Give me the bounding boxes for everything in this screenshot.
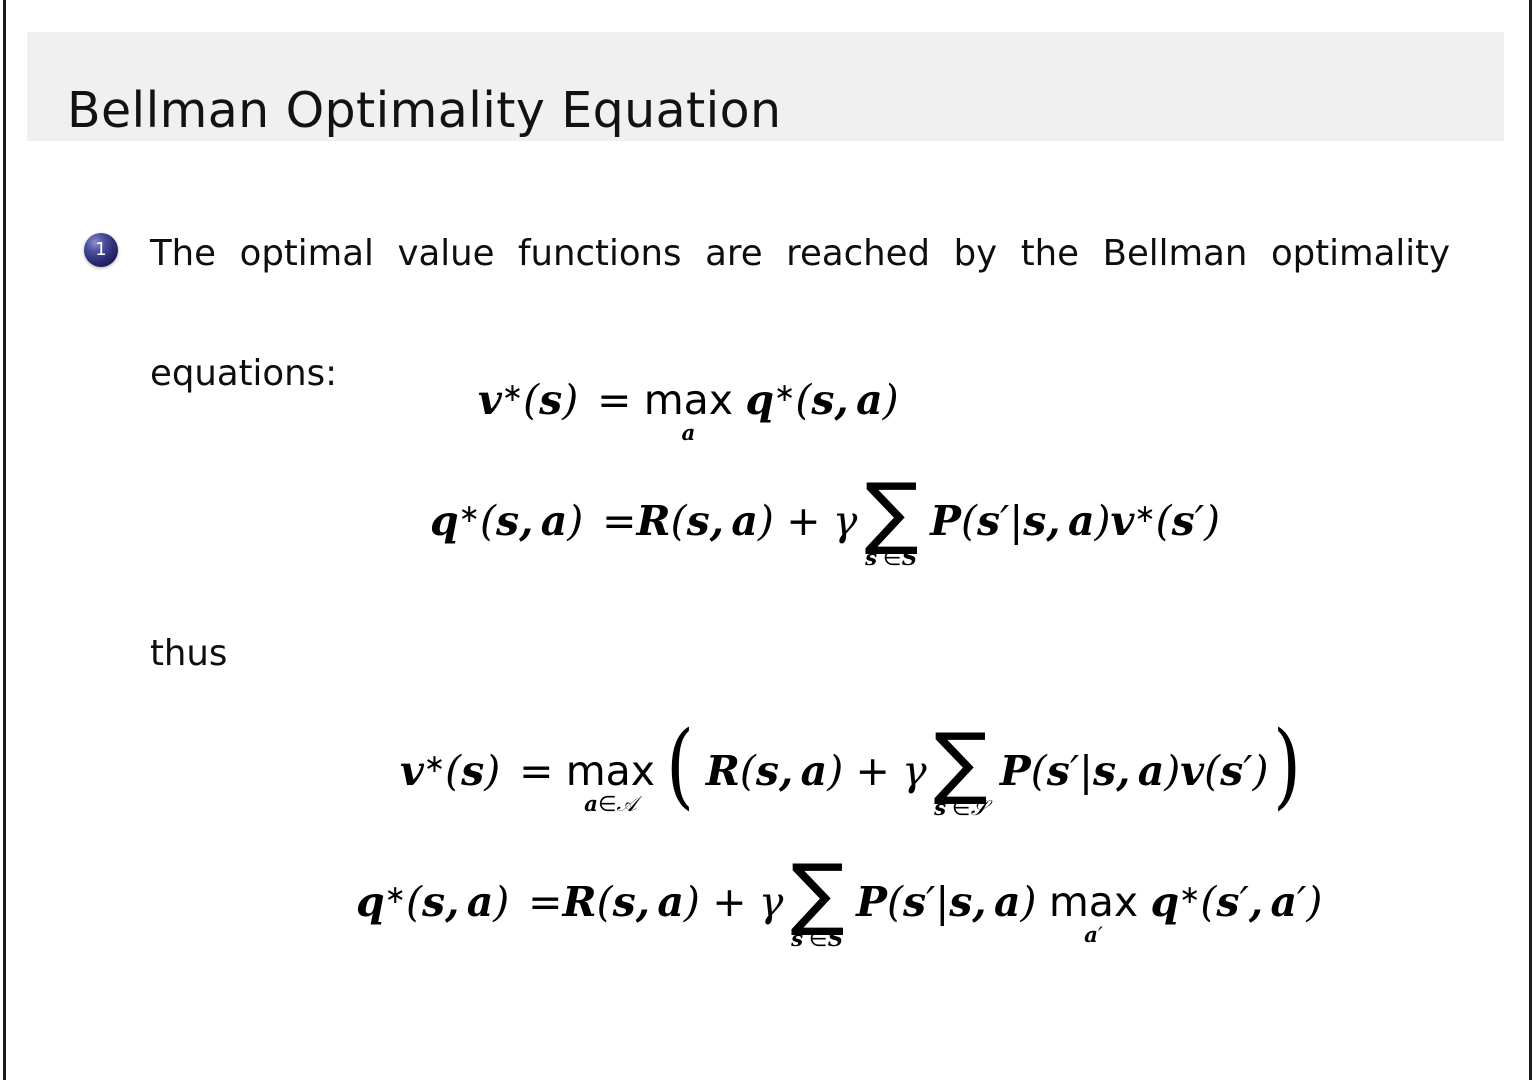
page-title: Bellman Optimality Equation xyxy=(67,82,782,139)
bullet-number: 1 xyxy=(95,238,107,260)
page-border-left xyxy=(3,0,6,1080)
page-border-right xyxy=(1529,0,1532,1080)
bullet-line-2: equations: xyxy=(150,353,338,394)
slide-body: 1 The optimal value functions are reache… xyxy=(8,141,1528,1080)
thus-label: thus xyxy=(150,633,228,674)
numbered-bullet-icon: 1 xyxy=(84,233,118,267)
slide-surface: Bellman Optimality Equation 1 The optima… xyxy=(8,0,1528,1080)
slide-title-bar: Bellman Optimality Equation xyxy=(27,32,1504,141)
equation-1: v∗(s) = max a q∗(s, a) xyxy=(478,376,899,447)
bullet-paragraph: The optimal value functions are reached … xyxy=(150,224,1450,404)
bullet-line-1: The optimal value functions are reached … xyxy=(150,233,1450,274)
equation-3: v∗(s) = max a∈𝒜(R(s, a) + γ ∑ s′∈𝒮 P(s′|s, a)v(s′)… xyxy=(400,710,1301,822)
equation-4: q∗(s, a) =R(s, a) + γ ∑ s′∈S P(s′|s, a) max a′ q∗(s′… xyxy=(356,847,1323,953)
equation-2: q∗(s, a) =R(s, a) + γ ∑ s′∈S P(s′|s, a)v∗(s′) xyxy=(430,466,1221,572)
